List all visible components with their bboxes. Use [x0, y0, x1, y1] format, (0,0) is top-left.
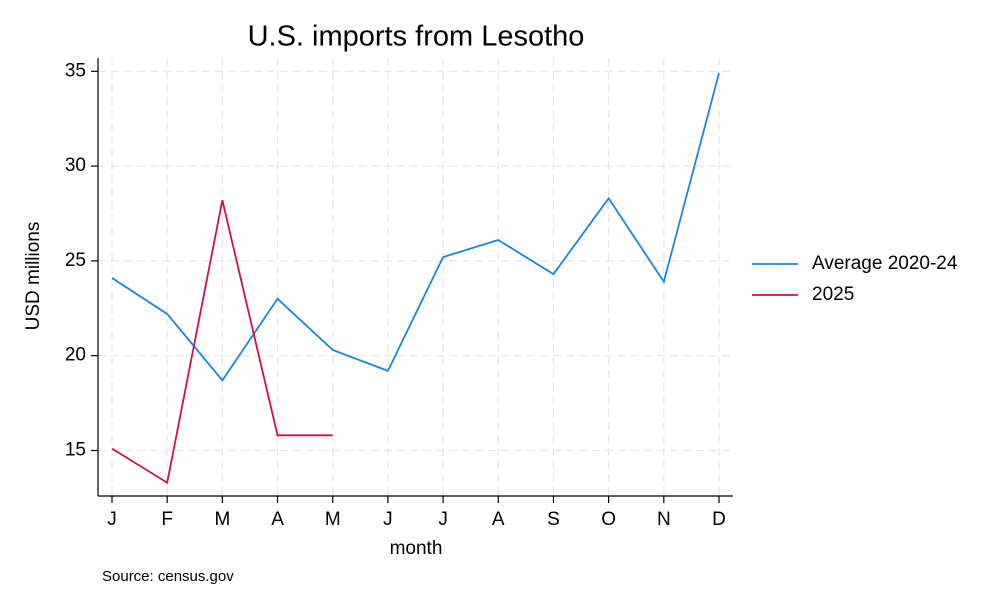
x-tick-label: S — [547, 509, 560, 530]
x-axis-label: month — [390, 538, 443, 559]
x-tick-label: O — [601, 509, 616, 530]
x-tick-label: J — [383, 509, 393, 530]
chart-title: U.S. imports from Lesotho — [248, 21, 585, 53]
x-tick-label: N — [657, 509, 671, 530]
x-tick-label: M — [214, 509, 230, 530]
x-tick-label: A — [492, 509, 505, 530]
x-tick-label: J — [438, 509, 448, 530]
series-line — [111, 200, 333, 485]
legend-label: 2025 — [812, 284, 854, 305]
source-note: Source: census.gov — [102, 568, 234, 585]
series-line — [111, 72, 720, 382]
x-tick-label: J — [107, 509, 117, 530]
x-tick-label: F — [161, 509, 173, 530]
y-tick-label: 25 — [65, 250, 86, 271]
x-tick-label: D — [712, 509, 726, 530]
x-tick-label: M — [325, 509, 341, 530]
y-axis-label: USD millions — [23, 222, 44, 331]
y-tick-label: 30 — [65, 155, 86, 176]
y-tick-label: 35 — [65, 60, 86, 81]
y-tick-label: 15 — [65, 440, 86, 461]
x-tick-label: A — [271, 509, 284, 530]
legend-label: Average 2020-24 — [812, 253, 958, 274]
y-tick-label: 20 — [65, 345, 86, 366]
